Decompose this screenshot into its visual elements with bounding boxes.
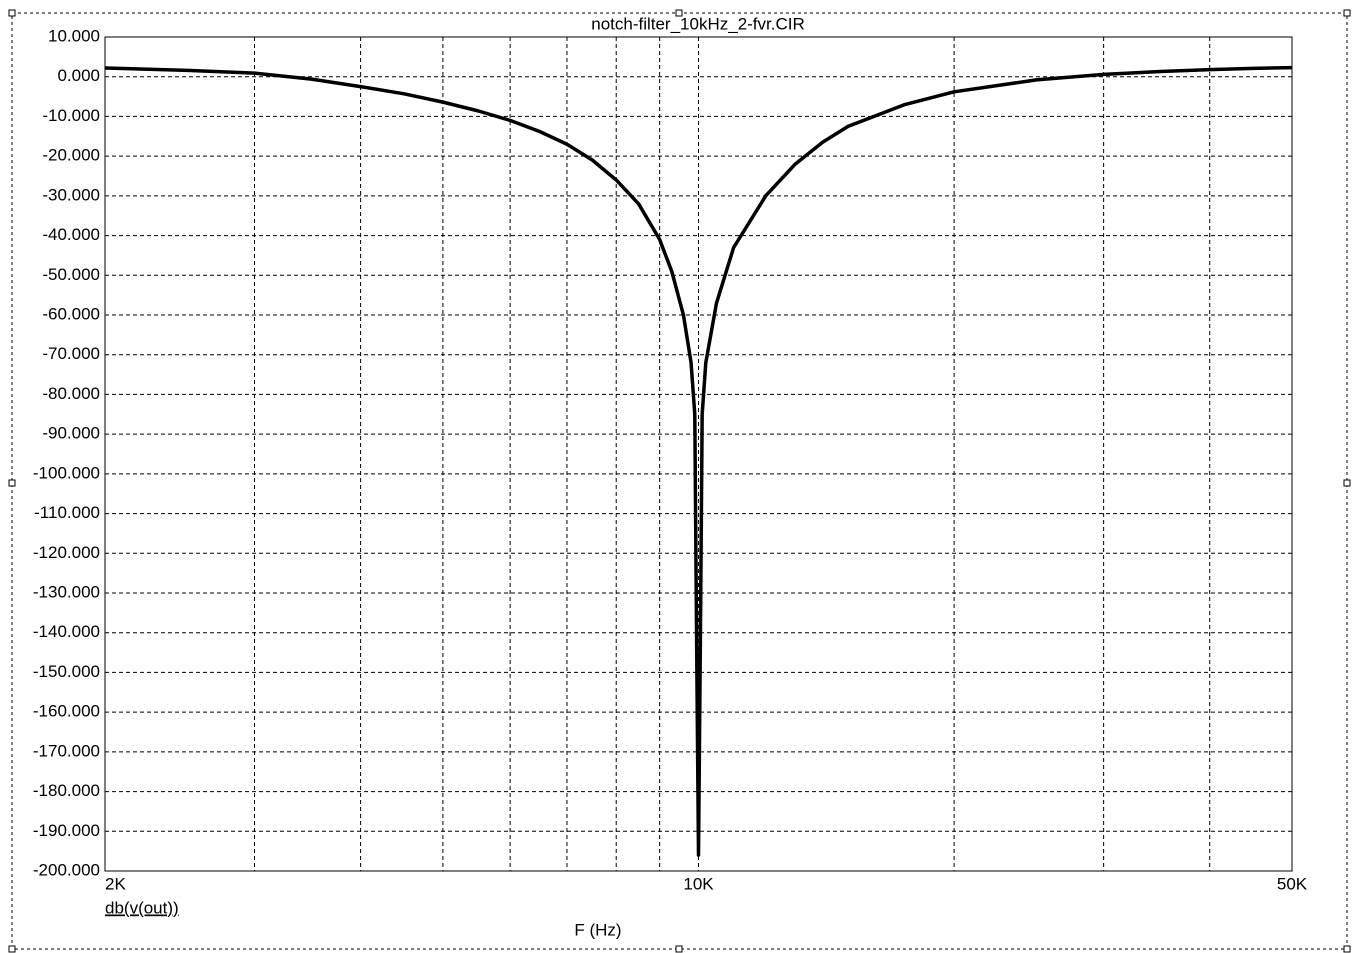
y-tick-label: -140.000	[33, 622, 100, 641]
y-tick-label: -150.000	[33, 662, 100, 681]
y-tick-label: -110.000	[34, 503, 100, 522]
y-tick-label: -80.000	[42, 384, 100, 403]
x-tick-label: 10K	[683, 874, 714, 893]
x-tick-label: 2K	[105, 874, 126, 893]
y-tick-label: -170.000	[33, 741, 100, 760]
y-tick-label: -10.000	[42, 106, 100, 125]
series-line	[104, 65, 1293, 857]
x-axis-label: F (Hz)	[574, 920, 621, 939]
y-tick-label: -50.000	[42, 265, 100, 284]
plot-border	[104, 36, 1293, 872]
y-tick-label: -20.000	[42, 146, 100, 165]
chart-title: notch-filter_10kHz_2-fvr.CIR	[591, 14, 805, 33]
y-tick-label: -190.000	[33, 821, 100, 840]
x-tick-label: 50K	[1277, 874, 1308, 893]
y-tick-label: -60.000	[42, 304, 100, 323]
y-tick-label: -200.000	[33, 860, 100, 879]
y-tick-label: 10.000	[48, 26, 100, 45]
y-tick-label: -120.000	[33, 543, 100, 562]
y-tick-label: 0.000	[57, 66, 100, 85]
legend-entry: db(v(out))	[105, 898, 179, 917]
y-tick-label: -90.000	[42, 424, 100, 443]
y-tick-label: -30.000	[42, 185, 100, 204]
y-tick-label: -40.000	[42, 225, 100, 244]
y-tick-label: -100.000	[33, 463, 100, 482]
y-tick-label: -130.000	[33, 582, 100, 601]
y-tick-label: -160.000	[33, 702, 100, 721]
selection-frame	[8, 9, 1351, 953]
y-tick-label: -180.000	[33, 781, 100, 800]
y-tick-label: -70.000	[42, 344, 100, 363]
